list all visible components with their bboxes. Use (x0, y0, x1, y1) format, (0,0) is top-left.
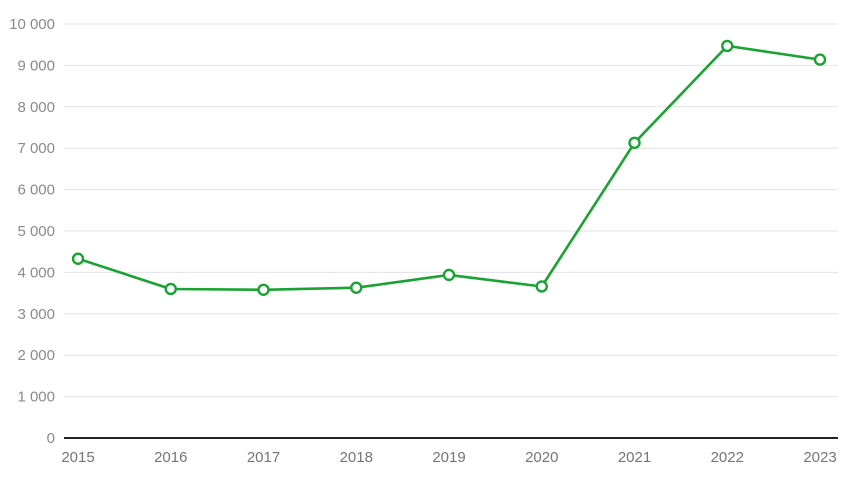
x-tick-label: 2020 (525, 449, 558, 466)
data-point-2022[interactable] (721, 39, 734, 53)
x-tick-label: 2015 (61, 449, 94, 466)
y-tick-label: 3 000 (17, 306, 55, 323)
y-axis-tick-labels: 0 1 000 2 000 3 000 4 000 5 000 6 000 7 000 8 00… (9, 16, 55, 447)
y-tick-label: 7 000 (17, 140, 55, 157)
x-tick-label: 2021 (618, 449, 651, 466)
y-tick-label: 4 000 (17, 264, 55, 281)
data-point-2019[interactable] (442, 268, 456, 282)
y-tick-label: 2 000 (17, 347, 55, 364)
gridlines (64, 23, 838, 398)
x-tick-label: 2018 (340, 449, 373, 466)
series (71, 39, 827, 296)
data-point-2016[interactable] (164, 282, 177, 296)
y-tick-label: 0 (47, 430, 55, 447)
x-tick-label: 2019 (432, 449, 465, 466)
data-point-2020[interactable] (535, 280, 548, 293)
x-tick-label: 2016 (154, 449, 187, 466)
x-axis-tick-labels: 2015 2016 2017 2018 2019 2020 2021 2022 2023 (61, 449, 836, 466)
series-line (76, 44, 822, 292)
y-tick-label: 6 000 (17, 182, 55, 199)
y-tick-label: 9 000 (17, 57, 55, 74)
data-point-2018[interactable] (350, 281, 363, 294)
data-point-2017[interactable] (257, 283, 270, 296)
data-point-2023[interactable] (813, 53, 827, 66)
data-point-2021[interactable] (628, 136, 641, 150)
y-tick-label: 5 000 (17, 223, 55, 240)
data-point-2015[interactable] (71, 252, 85, 265)
y-tick-label: 8 000 (17, 99, 55, 116)
y-tick-label: 1 000 (17, 389, 55, 406)
x-tick-label: 2023 (803, 449, 836, 466)
x-tick-label: 2017 (247, 449, 280, 466)
y-tick-label: 10 000 (9, 16, 55, 33)
x-tick-label: 2022 (711, 449, 744, 466)
